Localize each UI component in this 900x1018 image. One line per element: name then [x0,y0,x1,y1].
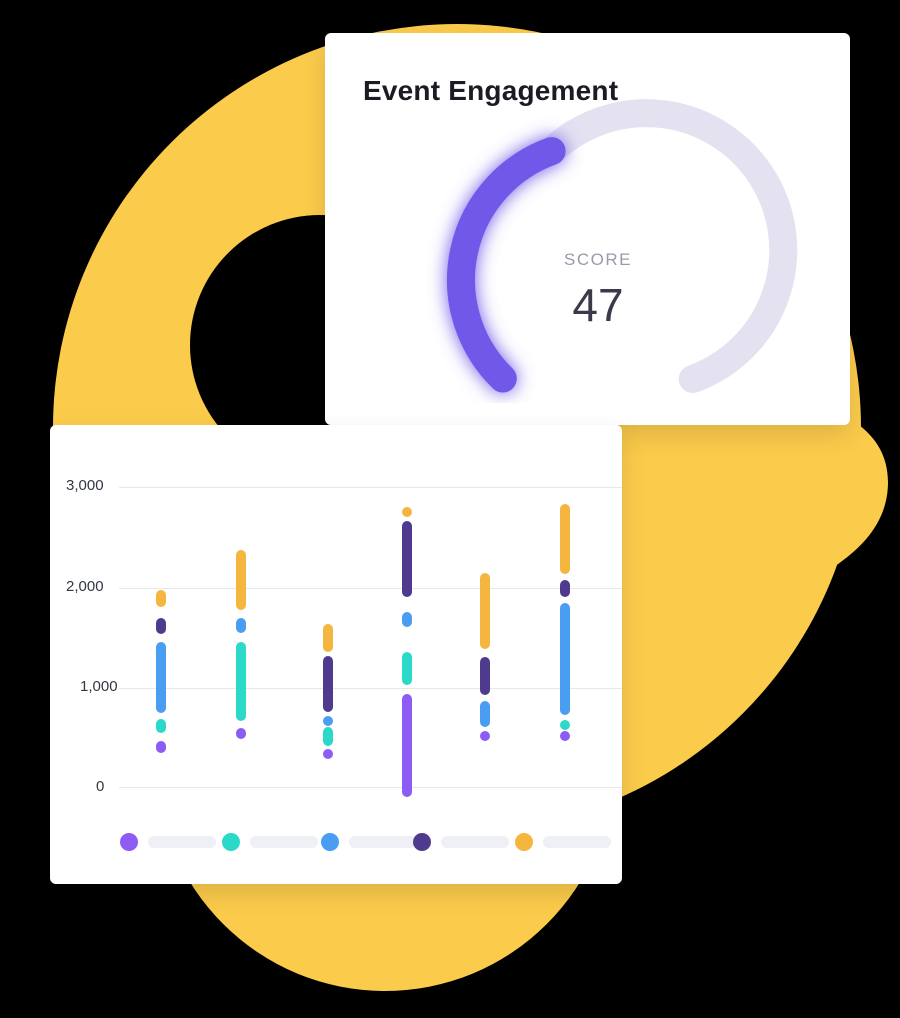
svg-text:47: 47 [572,279,623,331]
svg-text:SCORE: SCORE [564,250,632,269]
